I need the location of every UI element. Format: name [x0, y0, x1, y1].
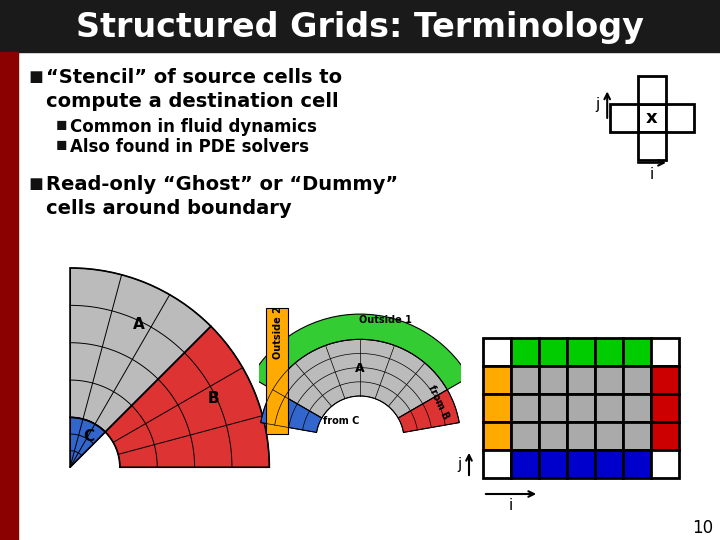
- Text: compute a destination cell: compute a destination cell: [46, 92, 338, 111]
- Bar: [511, 366, 539, 394]
- Text: C: C: [84, 429, 94, 444]
- Bar: [595, 422, 623, 450]
- Bar: [638, 76, 666, 104]
- Bar: [511, 338, 539, 366]
- Bar: [567, 366, 595, 394]
- Bar: [595, 450, 623, 478]
- Bar: [483, 394, 511, 422]
- Bar: [567, 338, 595, 366]
- Bar: [666, 104, 694, 132]
- Bar: [623, 394, 651, 422]
- Bar: [483, 338, 511, 366]
- Text: i: i: [509, 498, 513, 514]
- Text: j: j: [595, 97, 599, 111]
- Bar: [595, 394, 623, 422]
- Text: Structured Grids: Terminology: Structured Grids: Terminology: [76, 10, 644, 44]
- Bar: [539, 366, 567, 394]
- Text: Outside 2: Outside 2: [273, 307, 283, 360]
- Bar: [638, 104, 666, 132]
- Bar: [651, 394, 679, 422]
- Bar: [651, 366, 679, 394]
- Text: ◼: ◼: [56, 118, 68, 132]
- Bar: [567, 422, 595, 450]
- Text: “Stencil” of source cells to: “Stencil” of source cells to: [46, 68, 342, 87]
- Wedge shape: [70, 268, 211, 432]
- Bar: [567, 450, 595, 478]
- Bar: [638, 132, 666, 160]
- Text: ◼: ◼: [56, 138, 68, 152]
- Bar: [623, 338, 651, 366]
- Bar: [483, 366, 511, 394]
- Bar: [623, 366, 651, 394]
- Text: from C: from C: [323, 416, 359, 426]
- Bar: [511, 422, 539, 450]
- Text: Also found in PDE solvers: Also found in PDE solvers: [70, 138, 309, 156]
- Bar: [595, 338, 623, 366]
- Bar: [623, 422, 651, 450]
- Wedge shape: [398, 390, 459, 433]
- Wedge shape: [70, 417, 105, 467]
- Bar: [539, 422, 567, 450]
- Text: i: i: [650, 167, 654, 183]
- Bar: [651, 422, 679, 450]
- Text: B: B: [207, 392, 219, 406]
- Text: A: A: [132, 316, 145, 332]
- Text: Read-only “Ghost” or “Dummy”: Read-only “Ghost” or “Dummy”: [46, 175, 398, 194]
- Text: Outside 1: Outside 1: [359, 315, 412, 326]
- Text: ◼: ◼: [28, 68, 43, 86]
- Bar: [0, 0, 720, 52]
- Bar: [511, 394, 539, 422]
- Bar: [610, 104, 638, 132]
- Bar: [511, 450, 539, 478]
- Bar: [539, 450, 567, 478]
- Bar: [0, 52, 18, 540]
- Wedge shape: [105, 326, 269, 467]
- Text: 10: 10: [693, 519, 714, 537]
- Bar: [539, 394, 567, 422]
- Text: cells around boundary: cells around boundary: [46, 199, 292, 218]
- Text: j: j: [457, 456, 461, 471]
- Text: x: x: [646, 109, 658, 127]
- Wedge shape: [273, 339, 447, 418]
- Text: ◼: ◼: [28, 175, 43, 193]
- Bar: [483, 450, 511, 478]
- Bar: [651, 450, 679, 478]
- Bar: [623, 450, 651, 478]
- Bar: [595, 366, 623, 394]
- Bar: [266, 308, 288, 434]
- Text: Common in fluid dynamics: Common in fluid dynamics: [70, 118, 317, 136]
- Bar: [567, 394, 595, 422]
- Text: from B: from B: [426, 383, 451, 421]
- Wedge shape: [261, 390, 322, 433]
- Bar: [651, 338, 679, 366]
- Bar: [539, 338, 567, 366]
- Text: A: A: [355, 362, 365, 375]
- Wedge shape: [251, 314, 469, 390]
- Bar: [483, 422, 511, 450]
